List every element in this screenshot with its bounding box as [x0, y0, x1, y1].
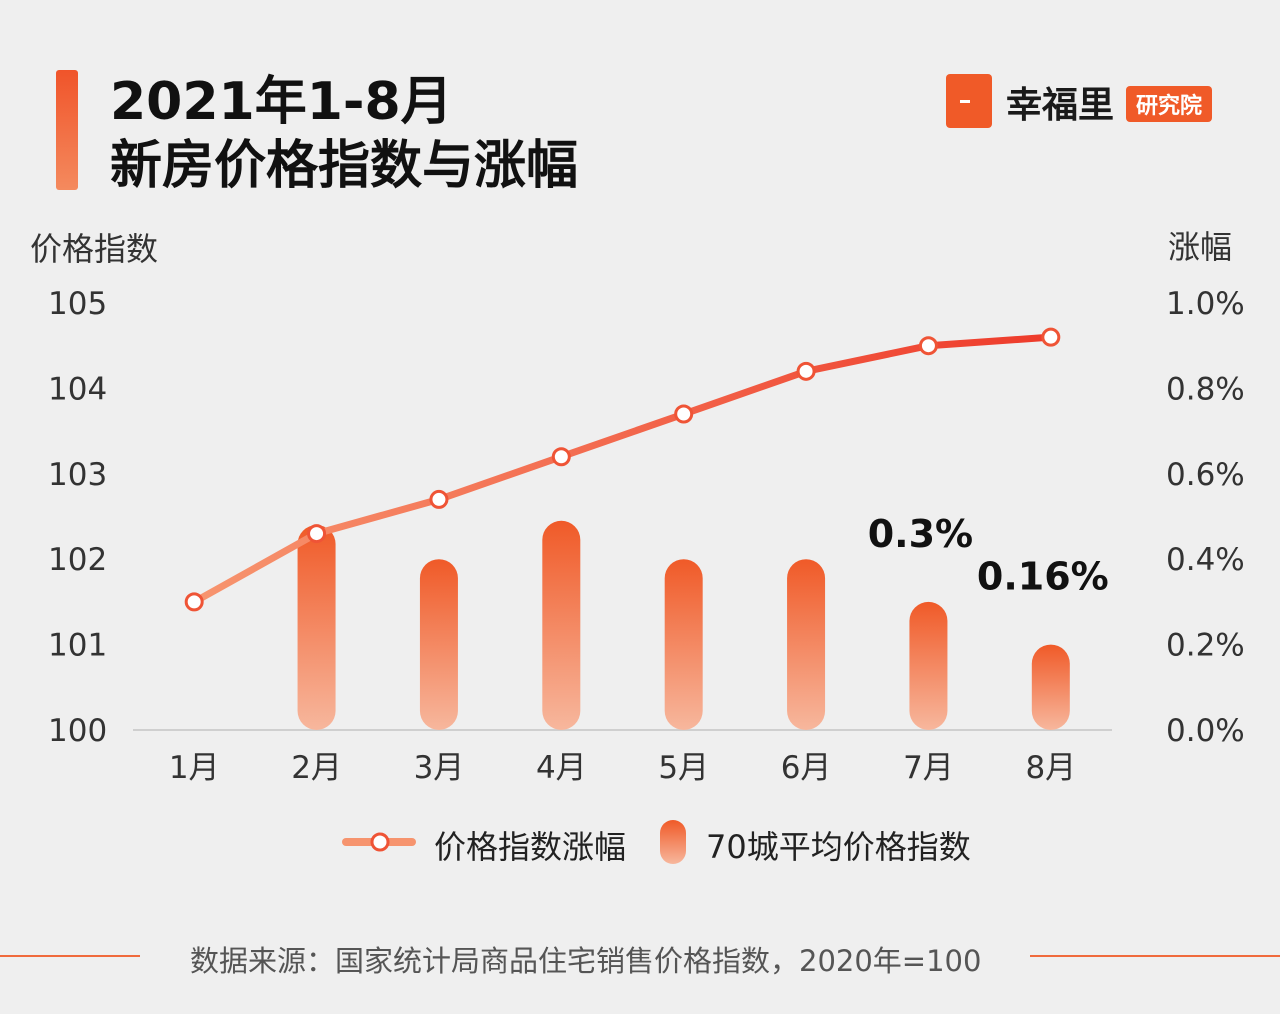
y-tick-label: 103	[48, 457, 107, 493]
line-point-8月	[1041, 327, 1061, 347]
y2-tick-label: 0.8%	[1166, 371, 1245, 407]
x-tick-label: 3月	[414, 750, 465, 786]
title-line-2: 新房价格指数与涨幅	[110, 136, 579, 196]
y-tick-label: 105	[48, 286, 107, 322]
logo-name: 幸福里	[1006, 85, 1115, 126]
y-axis-title: 价格指数	[30, 230, 159, 268]
y2-tick-label: 0.4%	[1166, 542, 1245, 578]
data-source-note: 数据来源：国家统计局商品住宅销售价格指数，2020年=100	[190, 944, 982, 978]
bar-3月	[419, 559, 458, 730]
y-tick-label: 101	[48, 628, 107, 664]
bar-7月	[909, 601, 948, 730]
line-point-1月	[184, 592, 204, 612]
brand-logo: 幸福里 研究院	[946, 72, 1236, 132]
legend-label-line: 价格指数涨幅	[434, 828, 627, 866]
line-point-7月	[918, 336, 938, 356]
line-point-3月	[429, 489, 449, 509]
y2-tick-label: 0.2%	[1166, 628, 1245, 664]
y2-tick-label: 1.0%	[1166, 286, 1245, 322]
bar-6月	[787, 559, 826, 730]
legend-bar-swatch	[660, 820, 686, 864]
y-tick-label: 104	[48, 371, 107, 407]
logo-badge: 研究院	[1126, 86, 1213, 122]
line-point-4月	[551, 447, 571, 467]
y2-tick-label: 0.6%	[1166, 457, 1245, 493]
x-tick-label: 6月	[781, 750, 832, 786]
title-line-1: 2021年1-8月	[110, 72, 453, 132]
data-label: 0.3%	[868, 512, 973, 556]
x-tick-label: 5月	[658, 750, 709, 786]
line-point-2月	[307, 524, 327, 544]
y-tick-label: 102	[48, 542, 107, 578]
bar-8月	[1031, 644, 1070, 730]
data-label: 0.16%	[977, 555, 1109, 599]
line-point-5月	[674, 404, 694, 424]
line-point-6月	[796, 361, 816, 381]
y2-tick-label: 0.0%	[1166, 713, 1245, 749]
legend-item-bar: 70城平均价格指数	[658, 818, 998, 868]
source-divider-left	[0, 955, 140, 957]
page-title: 2021年1-8月 新房价格指数与涨幅	[110, 70, 578, 198]
legend-label-bar: 70城平均价格指数	[706, 828, 971, 866]
bar-4月	[542, 520, 581, 730]
bar-5月	[664, 559, 703, 730]
y-tick-label: 100	[48, 713, 107, 749]
x-tick-label: 1月	[169, 750, 220, 786]
x-tick-label: 8月	[1025, 750, 1076, 786]
logo-door-icon	[946, 74, 992, 128]
title-accent-bar	[56, 70, 78, 190]
bar-2月	[297, 525, 336, 730]
x-tick-label: 2月	[291, 750, 342, 786]
x-tick-label: 4月	[536, 750, 587, 786]
legend-line-swatch	[342, 832, 416, 852]
source-divider-right	[1030, 955, 1280, 957]
legend-item-line: 价格指数涨幅	[340, 818, 640, 868]
x-tick-label: 7月	[903, 750, 954, 786]
y2-axis-title: 涨幅	[1168, 228, 1233, 266]
series-line-price-index-growth	[190, 333, 1055, 606]
